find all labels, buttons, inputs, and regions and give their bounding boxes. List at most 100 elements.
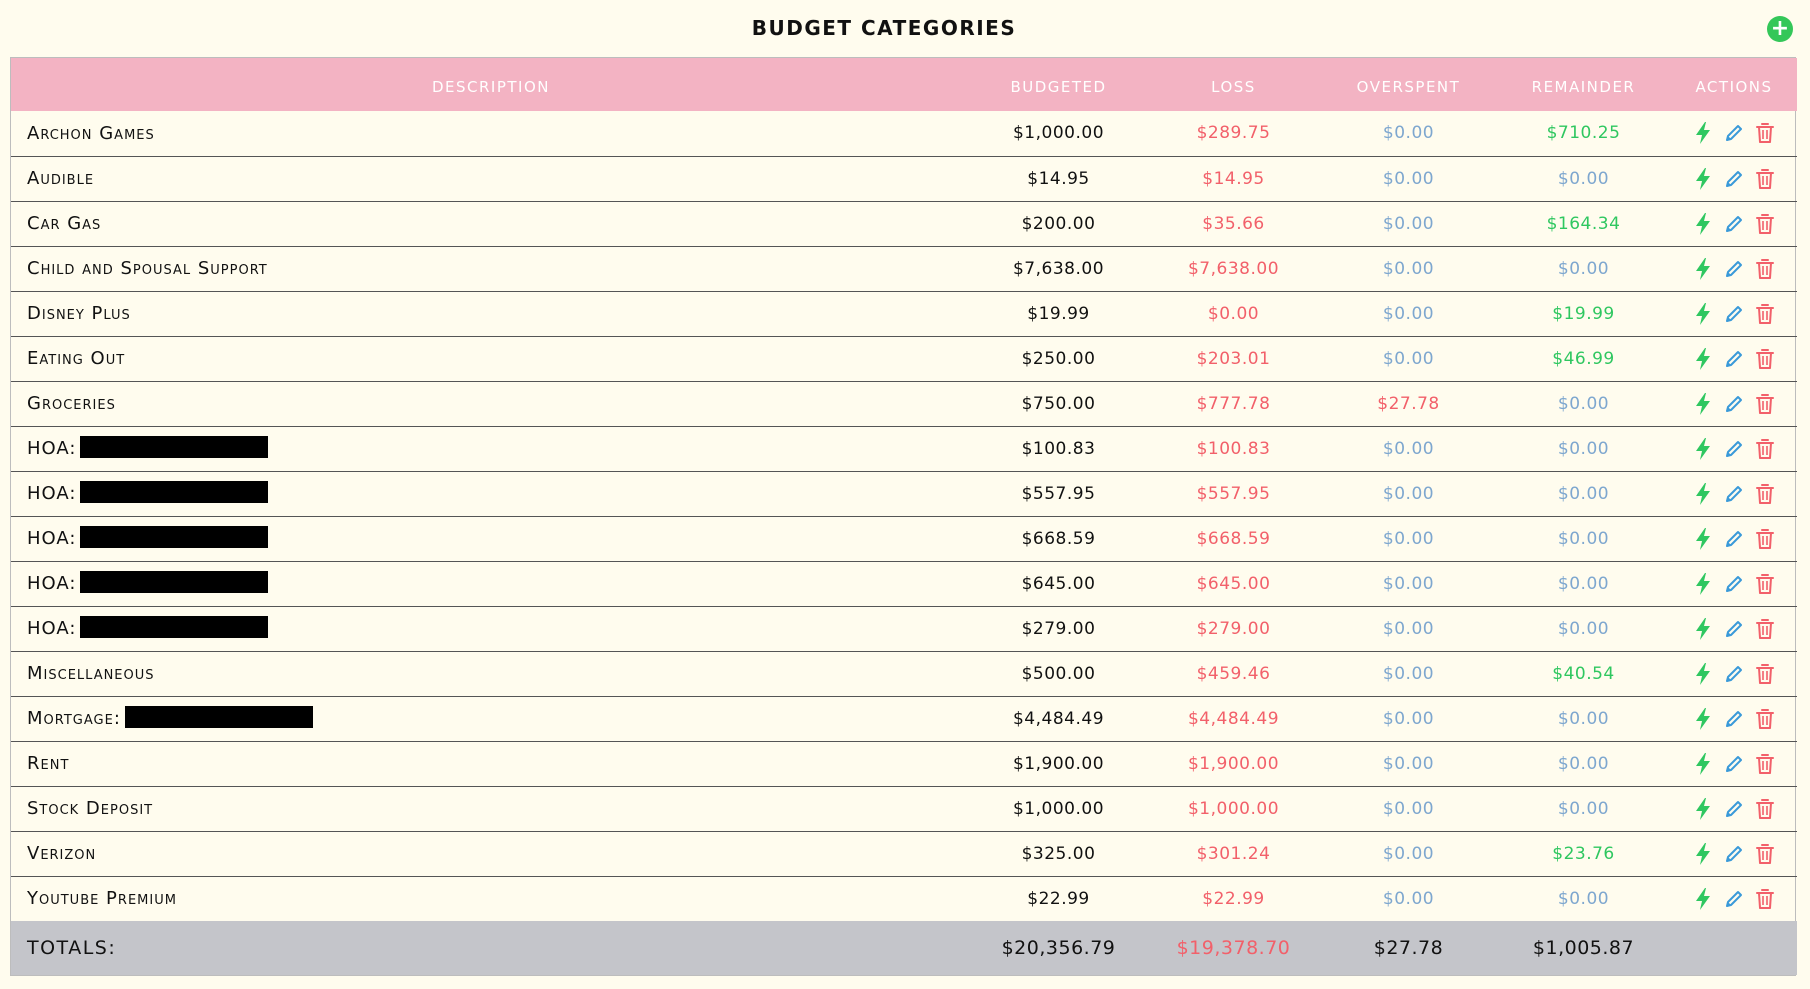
column-header-loss: Loss <box>1146 58 1321 111</box>
table-row: Miscellaneous $500.00 $459.46 $0.00 $40.54 <box>11 651 1797 697</box>
trash-icon[interactable] <box>1754 617 1776 641</box>
lightning-bolt-icon[interactable] <box>1692 527 1714 551</box>
cell-loss: $301.24 <box>1146 831 1321 877</box>
pencil-icon[interactable] <box>1723 482 1745 506</box>
category-name: Archon Games <box>27 122 155 144</box>
actions-group <box>1671 752 1797 776</box>
row-actions <box>1671 741 1797 787</box>
category-description: Stock Deposit <box>11 786 971 832</box>
pencil-icon[interactable] <box>1723 121 1745 145</box>
pencil-icon[interactable] <box>1723 797 1745 821</box>
pencil-icon[interactable] <box>1723 572 1745 596</box>
trash-icon[interactable] <box>1754 662 1776 686</box>
row-actions <box>1671 606 1797 652</box>
trash-icon[interactable] <box>1754 392 1776 416</box>
trash-icon[interactable] <box>1754 887 1776 911</box>
cell-remainder: $0.00 <box>1496 606 1671 652</box>
pencil-icon[interactable] <box>1723 662 1745 686</box>
trash-icon[interactable] <box>1754 437 1776 461</box>
plus-icon: + <box>1770 16 1790 41</box>
cell-budgeted: $19.99 <box>971 291 1146 337</box>
lightning-bolt-icon[interactable] <box>1692 752 1714 776</box>
cell-remainder: $0.00 <box>1496 516 1671 562</box>
category-description: Child and Spousal Support <box>11 246 971 292</box>
cell-loss: $459.46 <box>1146 651 1321 697</box>
row-actions <box>1671 786 1797 832</box>
pencil-icon[interactable] <box>1723 347 1745 371</box>
row-actions <box>1671 426 1797 472</box>
pencil-icon[interactable] <box>1723 212 1745 236</box>
lightning-bolt-icon[interactable] <box>1692 392 1714 416</box>
lightning-bolt-icon[interactable] <box>1692 347 1714 371</box>
pencil-icon[interactable] <box>1723 257 1745 281</box>
cell-remainder: $0.00 <box>1496 426 1671 472</box>
trash-icon[interactable] <box>1754 212 1776 236</box>
trash-icon[interactable] <box>1754 842 1776 866</box>
lightning-bolt-icon[interactable] <box>1692 167 1714 191</box>
lightning-bolt-icon[interactable] <box>1692 257 1714 281</box>
cell-overspent: $0.00 <box>1321 696 1496 742</box>
lightning-bolt-icon[interactable] <box>1692 212 1714 236</box>
category-name: Verizon <box>27 843 97 864</box>
pencil-icon[interactable] <box>1723 752 1745 776</box>
lightning-bolt-icon[interactable] <box>1692 842 1714 866</box>
lightning-bolt-icon[interactable] <box>1692 707 1714 731</box>
cell-remainder: $0.00 <box>1496 696 1671 742</box>
trash-icon[interactable] <box>1754 572 1776 596</box>
cell-loss: $645.00 <box>1146 561 1321 607</box>
pencil-icon[interactable] <box>1723 842 1745 866</box>
pencil-icon[interactable] <box>1723 707 1745 731</box>
trash-icon[interactable] <box>1754 752 1776 776</box>
pencil-icon[interactable] <box>1723 167 1745 191</box>
row-actions <box>1671 876 1797 921</box>
pencil-icon[interactable] <box>1723 302 1745 326</box>
trash-icon[interactable] <box>1754 707 1776 731</box>
lightning-bolt-icon[interactable] <box>1692 482 1714 506</box>
cell-budgeted: $1,000.00 <box>971 786 1146 832</box>
trash-icon[interactable] <box>1754 797 1776 821</box>
lightning-bolt-icon[interactable] <box>1692 437 1714 461</box>
pencil-icon[interactable] <box>1723 437 1745 461</box>
cell-budgeted: $250.00 <box>971 336 1146 382</box>
pencil-icon[interactable] <box>1723 617 1745 641</box>
category-name: Child and Spousal Support <box>27 258 268 279</box>
cell-budgeted: $1,000.00 <box>971 111 1146 157</box>
lightning-bolt-icon[interactable] <box>1692 572 1714 596</box>
pencil-icon[interactable] <box>1723 887 1745 911</box>
cell-budgeted: $7,638.00 <box>971 246 1146 292</box>
cell-remainder: $40.54 <box>1496 651 1671 697</box>
lightning-bolt-icon[interactable] <box>1692 887 1714 911</box>
row-actions <box>1671 471 1797 517</box>
trash-icon[interactable] <box>1754 482 1776 506</box>
lightning-bolt-icon[interactable] <box>1692 617 1714 641</box>
lightning-bolt-icon[interactable] <box>1692 662 1714 686</box>
category-name: HOA: <box>27 572 77 594</box>
add-category-button[interactable]: + <box>1767 16 1793 42</box>
lightning-bolt-icon[interactable] <box>1692 121 1714 145</box>
redacted-block <box>80 435 269 458</box>
pencil-icon[interactable] <box>1723 392 1745 416</box>
cell-remainder: $0.00 <box>1496 741 1671 787</box>
trash-icon[interactable] <box>1754 347 1776 371</box>
trash-icon[interactable] <box>1754 527 1776 551</box>
cell-loss: $777.78 <box>1146 381 1321 427</box>
cell-overspent: $0.00 <box>1321 471 1496 517</box>
pencil-icon[interactable] <box>1723 527 1745 551</box>
category-name: HOA: <box>27 482 77 504</box>
row-actions <box>1671 156 1797 202</box>
trash-icon[interactable] <box>1754 302 1776 326</box>
row-actions <box>1671 201 1797 247</box>
trash-icon[interactable] <box>1754 257 1776 281</box>
table-body: Archon Games $1,000.00 $289.75 $0.00 $710.25… <box>11 111 1797 921</box>
table-row: HOA: $557.95 $557.95 $0.00 $0.00 <box>11 471 1797 517</box>
lightning-bolt-icon[interactable] <box>1692 302 1714 326</box>
table-row: HOA: $668.59 $668.59 $0.00 $0.00 <box>11 516 1797 562</box>
lightning-bolt-icon[interactable] <box>1692 797 1714 821</box>
row-actions <box>1671 651 1797 697</box>
category-name: Stock Deposit <box>27 798 154 819</box>
cell-budgeted: $557.95 <box>971 471 1146 517</box>
trash-icon[interactable] <box>1754 121 1776 145</box>
category-description: Miscellaneous <box>11 651 971 697</box>
cell-remainder: $710.25 <box>1496 111 1671 157</box>
trash-icon[interactable] <box>1754 167 1776 191</box>
